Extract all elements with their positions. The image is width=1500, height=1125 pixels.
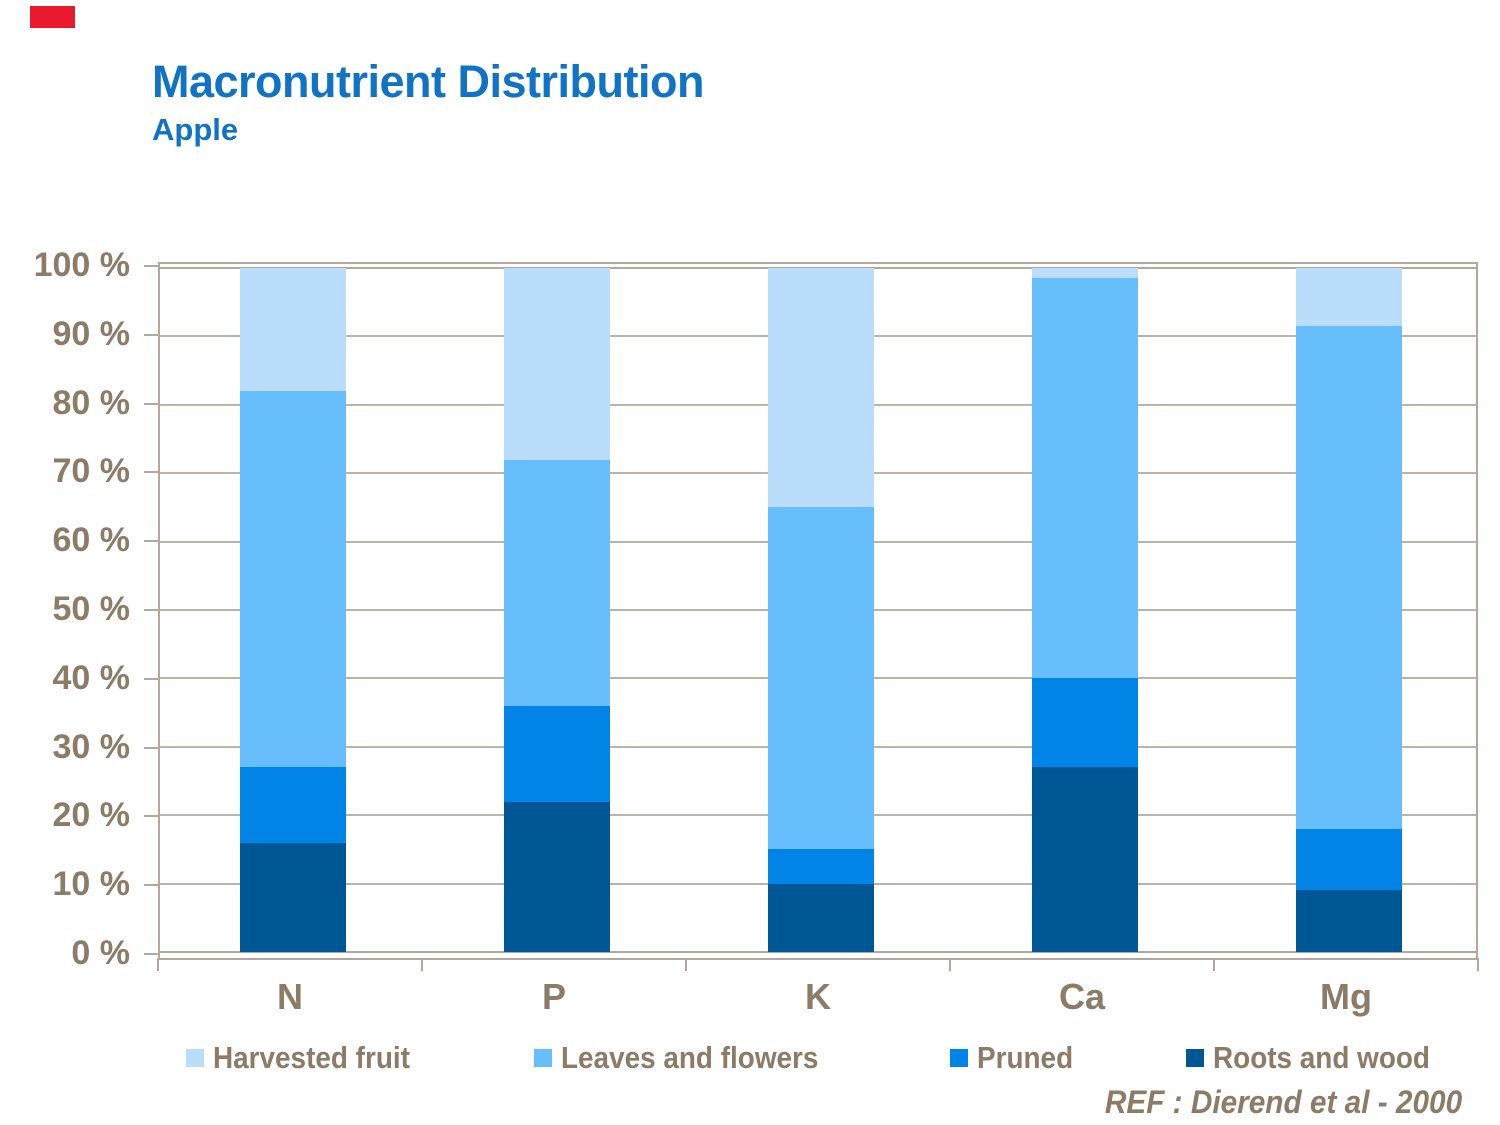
segment-K-pruned (768, 849, 874, 884)
segment-Mg-roots-and-wood (1296, 890, 1402, 952)
legend-item-roots-and-wood: Roots and wood (1185, 1040, 1454, 1076)
segment-Mg-pruned (1296, 828, 1402, 891)
segment-N-leaves-and-flowers (240, 391, 346, 768)
segment-N-roots-and-wood (240, 842, 346, 952)
legend-swatch-icon (186, 1049, 204, 1067)
segment-N-pruned (240, 767, 346, 843)
legend-label: Leaves and flowers (561, 1040, 819, 1075)
y-tick-70 (144, 471, 158, 474)
chart-title: Macronutrient Distribution (152, 56, 704, 107)
y-tick-90 (144, 333, 158, 336)
segment-Ca-roots-and-wood (1032, 767, 1138, 952)
legend: Harvested fruit Leaves and flowers Pruned R… (186, 1040, 1454, 1076)
y-tick-20 (144, 815, 158, 818)
bar-K (768, 268, 874, 952)
y-label-20: 20 % (52, 796, 131, 835)
segment-Ca-leaves-and-flowers (1032, 278, 1138, 679)
legend-item-pruned: Pruned (949, 1040, 1084, 1076)
segment-N-harvested-fruit (240, 268, 346, 392)
y-tick-100 (144, 265, 158, 267)
segment-K-roots-and-wood (768, 883, 874, 952)
y-label-0: 0 % (71, 934, 130, 972)
plot-area (158, 262, 1478, 960)
y-label-100: 100 % (33, 246, 130, 284)
x-tick-0 (157, 958, 159, 971)
bar-P (504, 268, 610, 952)
bar-Ca (1032, 268, 1138, 952)
bar-Mg (1296, 268, 1402, 952)
y-label-80: 80 % (52, 383, 131, 422)
y-tick-10 (144, 884, 158, 887)
x-label-N: N (277, 976, 303, 1017)
y-tick-50 (144, 609, 158, 611)
segment-K-harvested-fruit (768, 268, 874, 508)
legend-swatch-icon (949, 1049, 968, 1067)
y-label-90: 90 % (52, 314, 131, 353)
segment-K-leaves-and-flowers (768, 507, 874, 850)
y-label-70: 70 % (52, 452, 131, 491)
logo-mark (30, 6, 75, 28)
bars-area (160, 267, 1476, 953)
legend-swatch-icon (534, 1049, 553, 1067)
x-label-K: K (805, 976, 831, 1017)
gridline-100 (160, 267, 1476, 269)
y-label-60: 60 % (52, 521, 131, 560)
y-tick-0 (144, 953, 158, 955)
y-tick-60 (144, 540, 158, 543)
chart-subtitle: Apple (152, 112, 239, 147)
legend-item-leaves-and-flowers: Leaves and flowers (534, 1040, 847, 1076)
gridline-0 (160, 951, 1476, 953)
legend-label: Pruned (976, 1040, 1073, 1075)
x-tick-1 (421, 958, 423, 971)
segment-Mg-harvested-fruit (1296, 268, 1402, 327)
x-tick-2 (685, 958, 687, 971)
reference-note: REF : Dierend et al - 2000 (1104, 1084, 1462, 1120)
y-label-30: 30 % (52, 727, 131, 766)
legend-item-harvested-fruit: Harvested fruit (186, 1040, 432, 1076)
x-label-P: P (541, 976, 566, 1017)
legend-label: Roots and wood (1212, 1040, 1430, 1075)
segment-P-harvested-fruit (504, 268, 610, 460)
y-tick-80 (144, 402, 158, 405)
y-tick-30 (144, 746, 158, 749)
y-label-50: 50 % (52, 590, 131, 628)
x-label-Ca: Ca (1058, 976, 1106, 1017)
x-tick-4 (1213, 958, 1215, 971)
x-tick-3 (949, 958, 951, 971)
legend-swatch-icon (1185, 1049, 1204, 1067)
segment-P-leaves-and-flowers (504, 459, 610, 706)
segment-Ca-pruned (1032, 678, 1138, 768)
legend-label: Harvested fruit (213, 1040, 410, 1075)
x-tick-5 (1477, 958, 1479, 971)
segment-Mg-leaves-and-flowers (1296, 326, 1402, 829)
segment-P-pruned (504, 705, 610, 802)
bar-N (240, 268, 346, 952)
x-label-Mg: Mg (1320, 976, 1372, 1017)
segment-Ca-harvested-fruit (1032, 268, 1138, 279)
y-label-40: 40 % (52, 658, 131, 697)
y-tick-40 (144, 677, 158, 680)
y-label-10: 10 % (52, 865, 131, 904)
segment-P-roots-and-wood (504, 801, 610, 952)
